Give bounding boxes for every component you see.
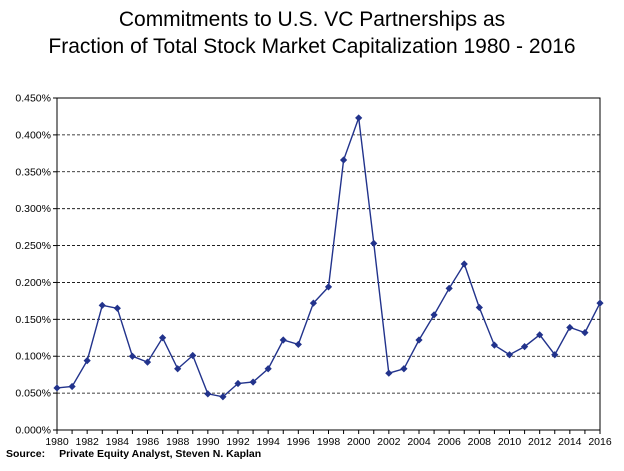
data-point [324, 283, 333, 291]
data-point [490, 341, 499, 349]
chart-title-line-1: Commitments to U.S. VC Partnerships as [118, 8, 506, 31]
data-point [98, 301, 106, 309]
data-point [294, 340, 302, 349]
data-point [339, 156, 348, 164]
data-point [143, 358, 152, 366]
x-tick-label: 1982 [75, 436, 99, 448]
source-note: Source: Private Equity Analyst, Steven N.… [6, 448, 261, 460]
x-tick-label: 1998 [317, 436, 341, 448]
x-tick-label: 1992 [226, 436, 250, 448]
data-point [83, 357, 91, 365]
y-tick-label: 0.100% [15, 351, 51, 363]
data-point [536, 331, 544, 339]
data-point [219, 393, 227, 401]
data-points [53, 114, 604, 401]
y-tick-label: 0.250% [15, 240, 51, 252]
data-point [385, 369, 393, 377]
x-tick-label: 2002 [377, 436, 401, 448]
x-axis: 1980 1982 1984 1986 1988 1990 1992 1994 1996 1998… [45, 430, 612, 448]
data-point [566, 323, 574, 332]
data-point [370, 239, 378, 247]
chart-title-line-2: Fraction of Total Stock Market Capitaliz… [48, 35, 576, 58]
grid-lines [57, 134, 600, 394]
data-point [113, 304, 121, 312]
x-tick-label: 2006 [437, 436, 461, 448]
data-point [53, 384, 61, 392]
y-tick-label: 0.000% [15, 425, 51, 437]
y-tick-label: 0.400% [15, 129, 51, 141]
data-point [249, 378, 257, 386]
data-point [400, 365, 408, 373]
x-tick-label: 1994 [256, 436, 280, 448]
data-point [551, 351, 559, 359]
x-tick-label: 1984 [106, 436, 130, 448]
data-point [505, 351, 514, 359]
data-point [430, 311, 438, 319]
data-point [475, 303, 483, 312]
data-point [520, 343, 529, 351]
x-tick-label: 2000 [347, 436, 371, 448]
data-point [68, 382, 76, 391]
chart-title: Commitments to U.S. VC Partnerships as F… [0, 6, 624, 60]
source-label: Source: [6, 448, 46, 460]
data-point [264, 365, 272, 373]
data-point [445, 284, 453, 292]
x-tick-label: 1986 [136, 436, 160, 448]
source-text: Private Equity Analyst, Steven N. Kaplan [59, 448, 262, 460]
data-point [596, 299, 604, 307]
x-tick-label: 2016 [588, 436, 612, 448]
y-tick-label: 0.050% [15, 388, 51, 400]
data-point [234, 379, 242, 388]
x-tick-label: 2012 [528, 436, 552, 448]
y-tick-label: 0.350% [15, 166, 51, 178]
data-point [581, 329, 589, 337]
data-point [415, 336, 423, 344]
x-tick-label: 1990 [196, 436, 220, 448]
x-tick-label: 1996 [287, 436, 311, 448]
x-tick-label: 2004 [407, 436, 431, 448]
y-tick-label: 0.300% [15, 203, 51, 215]
x-tick-label: 1988 [166, 436, 190, 448]
y-tick-label: 0.150% [15, 314, 51, 326]
data-point [158, 334, 167, 342]
y-tick-label: 0.450% [15, 93, 51, 105]
data-point [189, 351, 197, 360]
data-point [279, 336, 287, 344]
x-tick-label: 2014 [558, 436, 582, 448]
data-point [128, 352, 137, 360]
data-point [460, 260, 468, 268]
data-point [174, 365, 182, 373]
data-point [355, 114, 363, 122]
y-axis: 0.000% 0.050% 0.100% 0.150% 0.200% 0.250% 0.30… [15, 93, 57, 437]
x-tick-label: 2010 [498, 436, 522, 448]
data-point [204, 390, 212, 398]
x-tick-label: 2008 [468, 436, 492, 448]
plot-area [56, 97, 601, 431]
x-tick-label: 1980 [45, 436, 69, 448]
y-tick-label: 0.200% [15, 277, 51, 289]
data-point [309, 299, 318, 307]
